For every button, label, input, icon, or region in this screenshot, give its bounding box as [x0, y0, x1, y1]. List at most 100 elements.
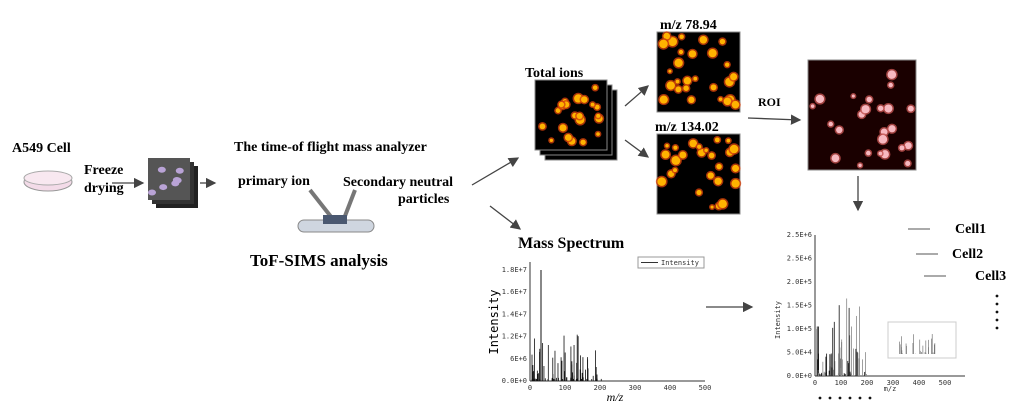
legend-label: Intensity	[661, 259, 699, 267]
arrow	[748, 118, 800, 120]
cell-title: A549 Cell	[12, 141, 71, 156]
spot	[866, 151, 871, 156]
spot	[732, 165, 739, 172]
analyzer-title: The time-of flight mass analyzer	[234, 140, 427, 155]
spot	[725, 62, 729, 66]
figure: A549 Cell Freeze drying The time-of flig…	[0, 0, 1014, 405]
spot	[888, 70, 896, 78]
spectrum-title: Mass Spectrum	[518, 235, 625, 252]
x-tick-label: 100	[559, 384, 572, 392]
dot	[859, 397, 862, 400]
spot	[908, 106, 914, 112]
y-tick-label: 2.0E+5	[787, 278, 812, 286]
spot	[679, 151, 686, 158]
y-axis-label: Intensity	[774, 301, 782, 339]
secondary-label: Secondary neutral	[343, 175, 453, 190]
x-tick-label: 0	[528, 384, 532, 392]
spot	[559, 102, 564, 107]
spot	[684, 77, 691, 84]
spot	[668, 70, 671, 73]
spot	[884, 104, 892, 112]
spot	[715, 137, 720, 142]
y-tick-label: 1.0E+5	[787, 325, 812, 333]
secondary-label: particles	[398, 192, 450, 207]
spot	[659, 40, 668, 49]
spot	[732, 101, 740, 109]
spot	[676, 80, 680, 84]
spot	[888, 125, 895, 132]
y-tick-label: 1.2E+7	[502, 333, 527, 341]
spot	[711, 84, 717, 90]
spot	[708, 172, 714, 178]
spot	[709, 153, 715, 159]
y-tick-label: 5.0E+4	[787, 349, 812, 357]
spot	[697, 145, 701, 149]
spot	[866, 97, 871, 102]
spot	[673, 146, 677, 150]
cell-label: Cell1	[955, 222, 986, 237]
dot	[996, 303, 999, 306]
step: Freeze	[84, 163, 123, 178]
spot	[660, 96, 668, 104]
spot	[679, 35, 683, 39]
spot	[905, 161, 910, 166]
spot	[878, 135, 887, 144]
spot	[657, 177, 666, 186]
spot	[726, 139, 730, 143]
spot	[593, 85, 598, 90]
spot	[679, 50, 683, 54]
spot	[829, 122, 833, 126]
analyzer-caption: ToF-SIMS analysis	[250, 251, 388, 270]
spot	[550, 139, 553, 142]
spot	[693, 77, 697, 81]
spot	[858, 164, 861, 167]
dot	[996, 319, 999, 322]
cell	[176, 168, 184, 174]
x-tick-label: 100	[835, 379, 848, 387]
ion-image	[657, 31, 741, 112]
spot	[716, 164, 721, 169]
spot	[816, 95, 824, 103]
spot	[665, 144, 669, 148]
spot	[667, 81, 675, 89]
x-tick-label: 500	[699, 384, 712, 392]
x-tick-label: 0	[813, 379, 817, 387]
x-tick-label: 200	[861, 379, 874, 387]
x-axis-label: m/z	[884, 385, 897, 393]
total-label: Total ions	[525, 66, 584, 81]
spot	[581, 96, 588, 103]
spot	[724, 98, 732, 106]
y-tick-label: 0.0E+0	[787, 372, 812, 380]
spot	[878, 106, 883, 111]
cell	[171, 180, 179, 186]
x-tick-label: 400	[913, 379, 926, 387]
arrow	[625, 140, 648, 157]
dot	[869, 397, 872, 400]
dot	[829, 397, 832, 400]
y-tick-label: 2.5E+6	[787, 255, 812, 263]
spot	[899, 145, 904, 150]
spot	[540, 123, 546, 129]
petri-dish-top	[24, 171, 72, 185]
spot	[696, 190, 701, 195]
spot	[580, 140, 585, 145]
dot	[819, 397, 822, 400]
ion-image	[535, 80, 607, 150]
y-tick-label: 1.5E+5	[787, 302, 812, 310]
spot	[832, 154, 840, 162]
spot	[559, 124, 566, 131]
spot	[591, 103, 595, 107]
spot	[719, 97, 723, 101]
spot	[730, 73, 737, 80]
y-tick-label: 0.0E+0	[502, 377, 527, 385]
dot	[839, 397, 842, 400]
dot	[996, 295, 999, 298]
cell	[159, 184, 167, 190]
spot	[852, 95, 855, 98]
y-tick-label: 1.6E+7	[502, 288, 527, 296]
spot	[689, 50, 696, 57]
spot	[675, 86, 681, 92]
spot	[674, 59, 682, 67]
spot	[662, 151, 670, 159]
spot	[718, 200, 726, 208]
